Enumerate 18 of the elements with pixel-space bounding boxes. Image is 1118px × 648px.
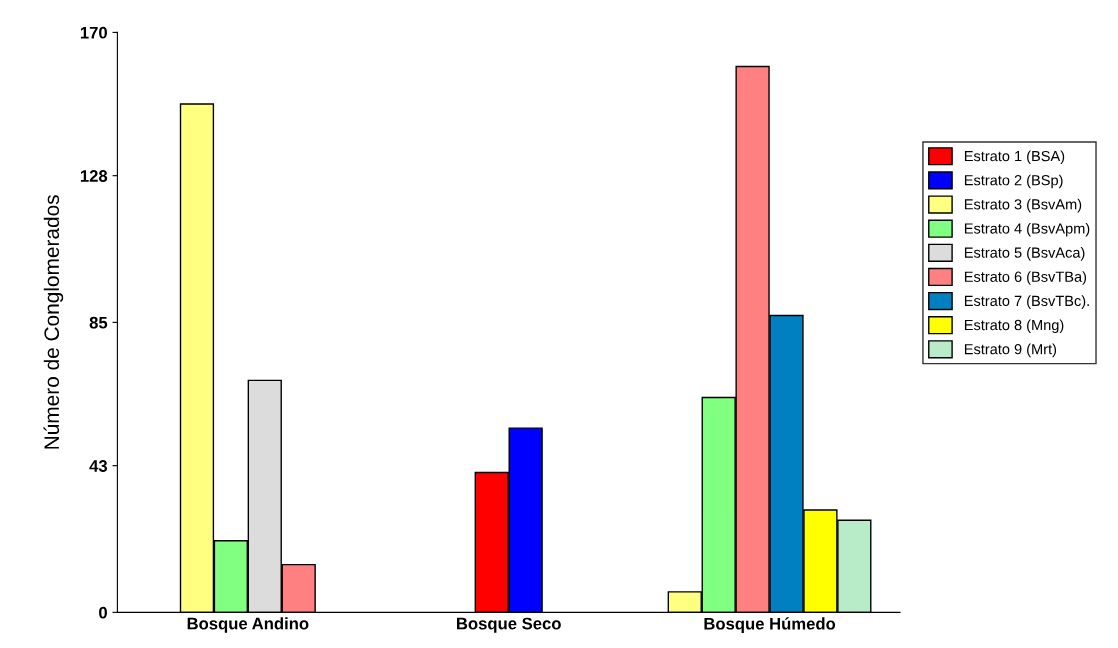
- x-tick-label: Bosque Seco: [457, 617, 561, 633]
- y-tick-label: 170: [80, 26, 107, 39]
- y-tick-label: 0: [99, 606, 107, 619]
- x-tick-label: Bosque Húmedo: [704, 617, 836, 633]
- y-tick-label: 85: [89, 316, 108, 329]
- y-tick-label: 43: [89, 460, 108, 472]
- x-tick-label: Bosque Andino: [187, 617, 309, 633]
- legend-label: Estrato 6 (BsvTBa): [964, 271, 1087, 285]
- y-axis-title: Número de Conglomerados: [43, 195, 64, 449]
- legend-label: Estrato 7 (BsvTBc).: [964, 295, 1089, 309]
- legend-label: Estrato 9 (Mrt): [964, 343, 1057, 358]
- legend-label: Estrato 8 (Mng): [964, 319, 1064, 334]
- legend-label: Estrato 5 (BsvAca): [964, 247, 1085, 261]
- legend-label: Estrato 3 (BsvAm): [964, 198, 1082, 213]
- legend-label: Estrato 4 (BsvApm): [964, 222, 1090, 237]
- legend-label: Estrato 1 (BSA): [964, 150, 1065, 165]
- legend-label: Estrato 2 (BSp): [964, 174, 1063, 189]
- y-tick-label: 128: [80, 170, 108, 182]
